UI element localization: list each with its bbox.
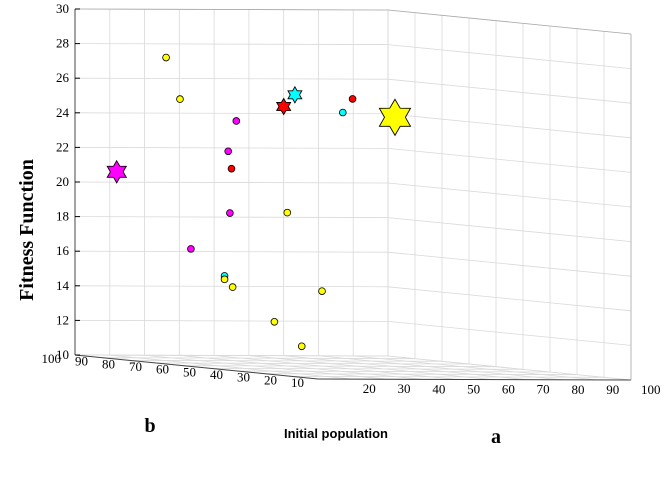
floor-grid-line	[128, 359, 443, 362]
b-tick-label: 40	[210, 367, 223, 382]
b-axis-line	[74, 354, 319, 380]
floor-grid-line	[155, 362, 470, 365]
back-wall-grid-line	[74, 43, 389, 45]
floor-grid-line	[283, 355, 527, 381]
data-point-yellow	[297, 342, 306, 351]
side-wall-grid-line	[387, 148, 632, 173]
z-tick-label: 10	[56, 347, 69, 362]
best-star-red	[275, 97, 292, 116]
back-wall-grid-line	[74, 354, 389, 357]
b-tick-label: 100	[42, 351, 62, 366]
data-point-yellow	[318, 287, 326, 295]
a-axis-line	[317, 378, 632, 381]
floor-grid-line	[236, 370, 551, 373]
a-tick-label: 20	[363, 381, 376, 396]
a-tick-label: 90	[606, 382, 619, 397]
floor-grid-line	[318, 355, 562, 381]
data-point-magenta	[187, 245, 195, 253]
floor-grid-line	[263, 373, 578, 376]
data-point-yellow	[283, 208, 292, 217]
a-tick-label: 50	[467, 381, 480, 396]
back-wall-grid-line	[74, 319, 389, 322]
b-tick-label: 70	[129, 359, 142, 374]
back-wall-grid-line	[74, 181, 389, 184]
side-wall-grid-line	[387, 251, 632, 277]
back-wall-grid-line	[74, 216, 389, 219]
back-wall-grid-line	[74, 146, 389, 149]
data-point-red	[348, 95, 357, 103]
side-wall-grid-line	[387, 44, 632, 69]
data-point-yellow	[162, 53, 170, 62]
b-tick-label: 10	[291, 375, 304, 390]
back-wall-grid-line	[74, 250, 389, 253]
floor-grid-line	[109, 354, 353, 380]
annotation-initial-population: Initial population	[284, 426, 388, 441]
a-tick-label: 60	[502, 382, 515, 397]
side-wall-grid-line	[387, 113, 632, 139]
data-point-magenta	[226, 209, 234, 217]
z-tick-label: 20	[56, 174, 69, 189]
floor-grid-line	[182, 365, 497, 368]
b-tick-label: 60	[156, 362, 169, 377]
side-wall-grid-line	[387, 182, 632, 208]
best-star-magenta	[106, 159, 128, 184]
floor-grid-line	[179, 354, 423, 380]
back-wall-grid-line	[74, 77, 389, 80]
data-point-magenta	[224, 147, 233, 156]
x-axis-title: a	[491, 426, 501, 448]
floor-grid-line	[209, 367, 524, 370]
b-tick-label: 30	[237, 370, 250, 385]
z-tick-label: 18	[56, 209, 69, 224]
floor-grid-line	[290, 375, 605, 378]
a-tick-label: 80	[571, 382, 584, 397]
side-wall-grid-line	[387, 286, 632, 312]
data-point-yellow	[270, 318, 279, 326]
b-tick-label: 80	[102, 356, 115, 371]
z-tick-label: 12	[56, 312, 69, 327]
y-axis-title: b	[144, 415, 155, 437]
data-points	[106, 53, 412, 351]
data-point-red	[227, 164, 236, 173]
side-wall-grid-line	[387, 321, 632, 346]
z-tick-label: 16	[56, 243, 70, 258]
b-tick-label: 50	[183, 364, 196, 379]
grid	[74, 8, 632, 381]
floor-grid-line	[214, 355, 458, 380]
top-side-edge	[387, 9, 632, 35]
z-tick-label: 28	[56, 36, 69, 51]
z-tick-label: 30	[56, 1, 69, 16]
data-point-yellow	[220, 275, 229, 284]
side-wall-grid-line	[387, 78, 632, 104]
floor-grid-line	[144, 354, 388, 380]
floor-grid-line	[353, 355, 597, 381]
best-star-yellow	[378, 98, 412, 137]
z-tick-label: 14	[56, 278, 70, 293]
z-axis-title: Fitness Function	[16, 159, 38, 301]
top-back-edge	[74, 8, 389, 11]
b-tick-label: 20	[264, 372, 277, 387]
b-tick-label: 90	[75, 354, 88, 369]
a-tick-label: 30	[398, 381, 411, 396]
floor-grid-line	[248, 355, 492, 380]
data-point-cyan	[338, 108, 347, 117]
z-tick-label: 26	[56, 70, 70, 85]
back-wall-grid-line	[74, 112, 389, 115]
side-wall-grid-line	[387, 217, 632, 242]
data-point-yellow	[176, 95, 184, 103]
side-wall-grid-line	[387, 355, 632, 381]
z-tick-label: 22	[56, 139, 69, 154]
tick-labels: 10 12 14 16 18 20 22 24 26 28 30 10 20 30 40 50 60 70 80 90…	[42, 1, 661, 397]
floor-grid-line	[101, 357, 416, 360]
z-tick-label: 24	[56, 105, 70, 120]
a-tick-label: 70	[537, 382, 550, 397]
data-point-yellow	[228, 283, 237, 291]
a-tick-label: 100	[641, 382, 661, 397]
data-point-magenta	[232, 117, 241, 125]
best-star-cyan	[287, 85, 303, 104]
a-tick-label: 40	[432, 381, 445, 396]
